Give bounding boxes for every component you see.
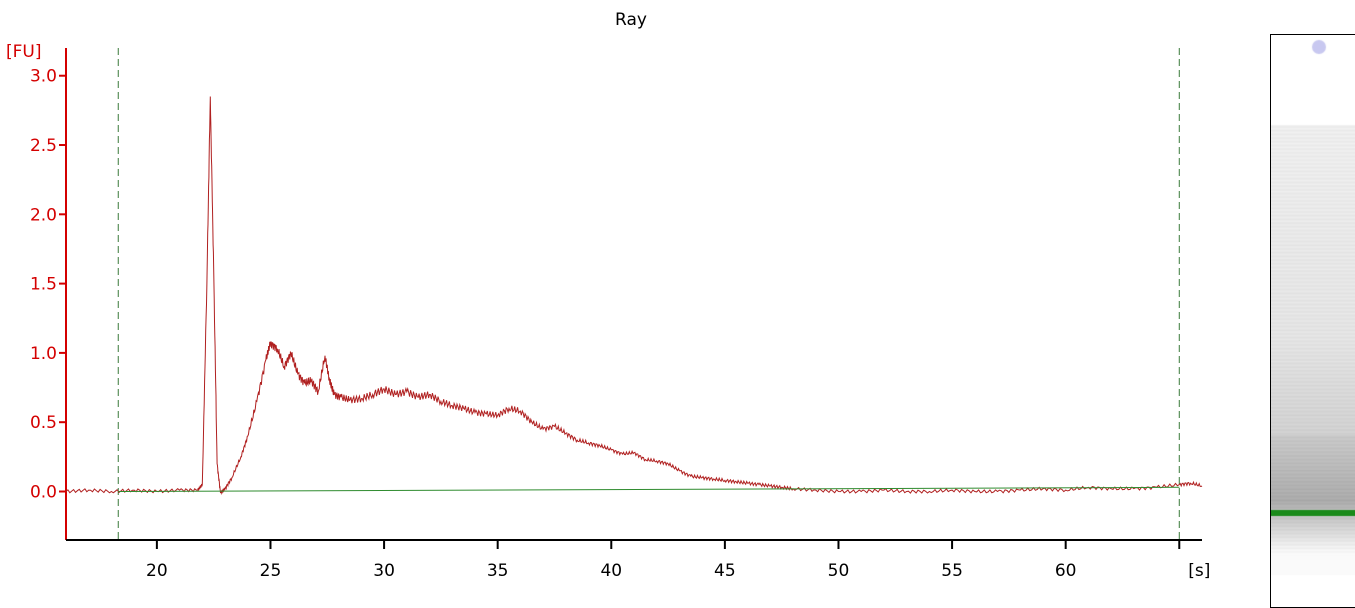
y-tick-label: 0.0	[30, 482, 57, 502]
x-tick-label: 20	[146, 561, 168, 581]
y-tick-label: 1.5	[30, 275, 57, 295]
x-axis-ticks: 20 25 30 35 40 45 50 55 60 [s]	[146, 540, 1210, 581]
data-series	[65, 96, 1203, 496]
x-tick-label: 60	[1055, 561, 1077, 581]
region-markers	[117, 48, 1180, 540]
x-tick-label: 55	[941, 561, 963, 581]
baseline-trace	[118, 486, 1180, 492]
y-axis-unit-label: [FU]	[6, 42, 42, 62]
x-tick-label: 50	[828, 561, 850, 581]
y-tick-label: 2.0	[30, 205, 57, 225]
y-tick-label: 0.5	[30, 413, 57, 433]
signal-trace	[65, 96, 1203, 496]
x-tick-label: 30	[373, 561, 395, 581]
gel-lane-bands	[1271, 35, 1355, 607]
x-tick-label: 25	[260, 561, 282, 581]
chart-title: Ray	[615, 10, 647, 30]
axes	[65, 48, 1202, 541]
y-tick-label: 1.0	[30, 344, 57, 364]
electropherogram-chart: Ray 0.0 0.5 1.0 1.5 2.0 2.5 3.0 20 25 30 35 40 45 50…	[6, 10, 1210, 581]
x-axis-unit-label: [s]	[1188, 561, 1210, 581]
x-tick-label: 45	[714, 561, 736, 581]
x-tick-label: 40	[600, 561, 622, 581]
y-tick-label: 2.5	[30, 136, 57, 156]
y-axis-ticks: 0.0 0.5 1.0 1.5 2.0 2.5 3.0	[30, 67, 66, 502]
y-tick-label: 3.0	[30, 67, 57, 87]
x-tick-label: 35	[487, 561, 509, 581]
gel-lane-image	[1270, 34, 1355, 608]
